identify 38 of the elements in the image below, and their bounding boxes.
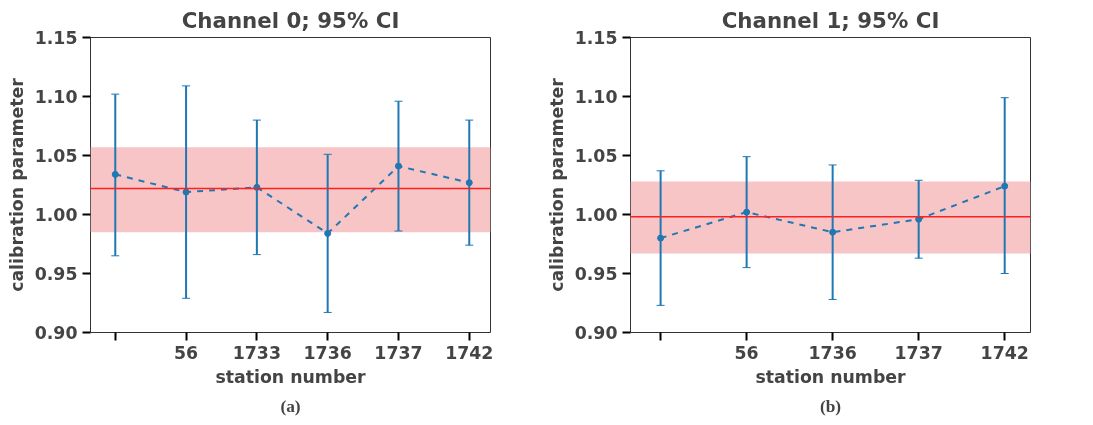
point: [657, 234, 665, 242]
point: [324, 229, 332, 237]
y-tick-label: 1.10: [34, 87, 78, 107]
point: [829, 228, 837, 236]
point: [743, 208, 751, 216]
y-tick-label: 1.00: [34, 205, 78, 225]
y-tick-label: 1.15: [34, 28, 78, 48]
y-tick-label: 0.95: [574, 264, 618, 284]
x-tick-label: 1736: [808, 342, 857, 363]
y-tick-label: 1.00: [574, 205, 618, 225]
point: [1001, 182, 1009, 190]
x-tick-label: 56: [734, 342, 759, 363]
y-tick-label: 0.90: [34, 323, 78, 343]
x-axis-title: station number: [755, 366, 907, 387]
x-axis-title: station number: [215, 366, 367, 387]
text: (b): [819, 396, 842, 416]
x-tick-label: 1742: [980, 342, 1029, 363]
y-tick-label: 1.10: [574, 87, 618, 107]
x-tick-label: 1733: [232, 342, 281, 363]
point: [111, 170, 119, 178]
x-tick-label: 1742: [445, 342, 494, 363]
y-tick-label: 0.95: [34, 264, 78, 284]
x-tick-label: 1737: [894, 342, 943, 363]
chart-title: Channel 0; 95% CI: [181, 7, 400, 33]
y-tick-label: 1.05: [34, 146, 78, 166]
chart-title: Channel 1; 95% CI: [721, 7, 940, 33]
y-axis-title: calibration parameter: [546, 77, 567, 292]
text: (a): [280, 396, 301, 416]
y-tick-label: 1.05: [574, 146, 618, 166]
point: [394, 162, 402, 170]
point: [465, 179, 473, 187]
x-tick-label: 1737: [374, 342, 423, 363]
x-tick-label: 56: [174, 342, 199, 363]
y-tick-label: 0.90: [574, 323, 618, 343]
y-axis-title: calibration parameter: [6, 77, 27, 292]
x-tick-label: 1736: [303, 342, 352, 363]
y-tick-label: 1.15: [574, 28, 618, 48]
point: [182, 188, 190, 196]
